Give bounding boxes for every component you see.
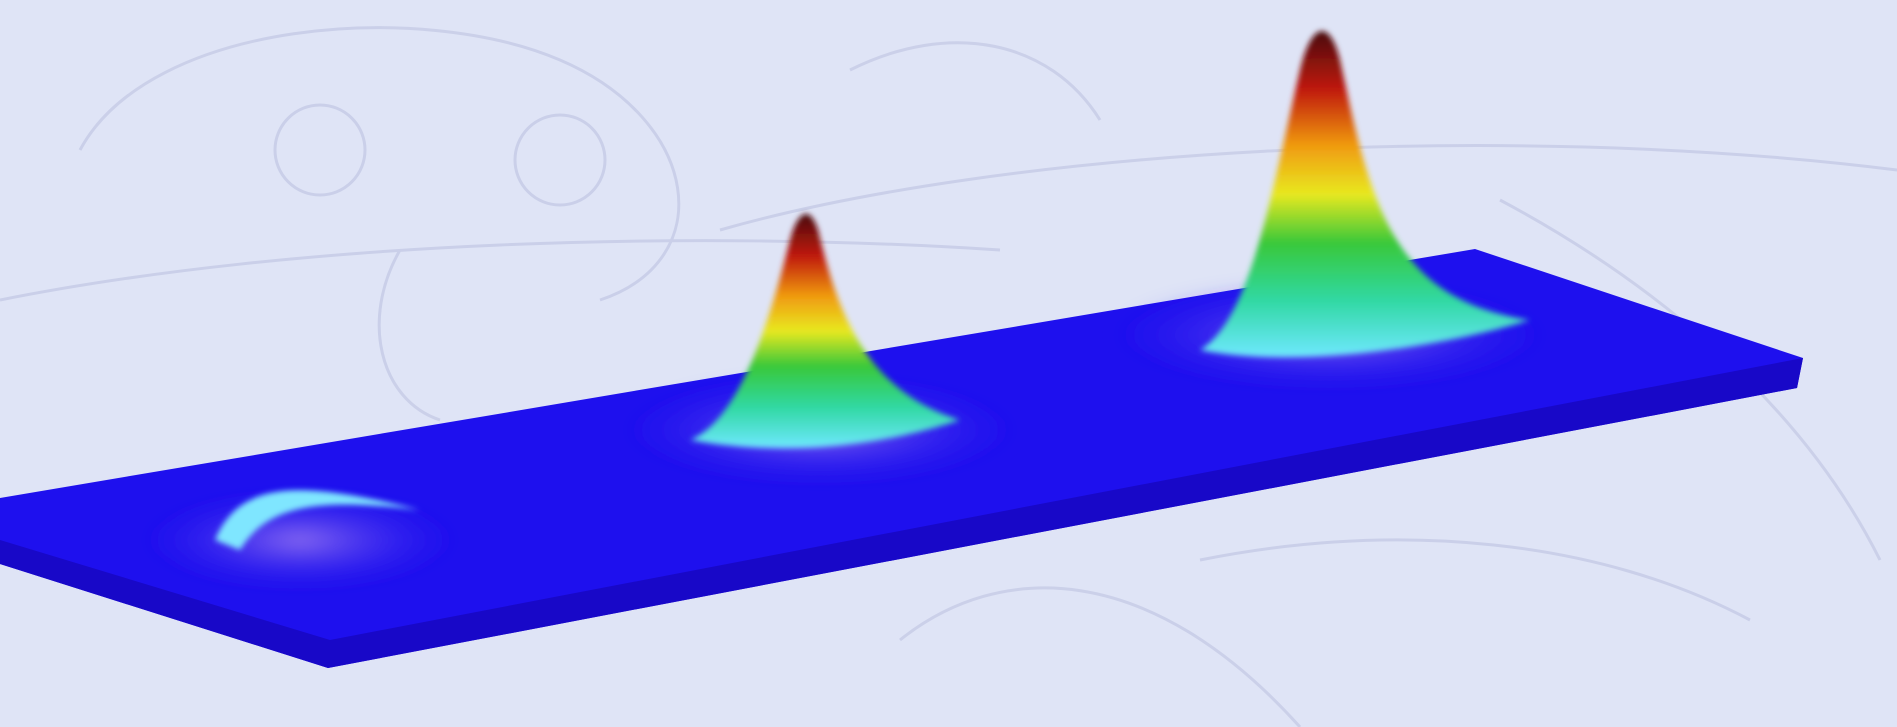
background-sketch <box>0 26 1897 727</box>
peak-2 <box>1200 31 1530 358</box>
ridge <box>215 490 420 550</box>
peak-1 <box>690 213 960 449</box>
